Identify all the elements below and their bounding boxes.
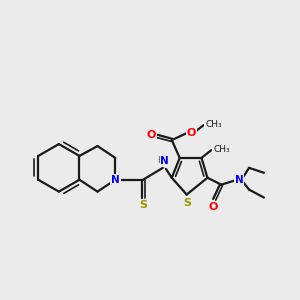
- Text: N: N: [160, 156, 169, 166]
- Text: N: N: [111, 175, 120, 185]
- Text: CH₃: CH₃: [205, 120, 222, 129]
- Text: CH₃: CH₃: [213, 146, 230, 154]
- Text: O: O: [187, 128, 196, 138]
- Text: O: O: [209, 202, 218, 212]
- Text: N: N: [235, 175, 244, 185]
- Text: O: O: [146, 130, 156, 140]
- Text: S: S: [184, 199, 192, 208]
- Text: H: H: [158, 156, 164, 165]
- Text: S: S: [139, 200, 147, 211]
